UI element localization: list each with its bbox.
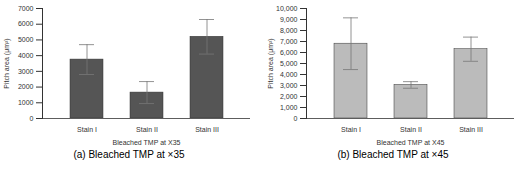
svg-text:9,000: 9,000: [280, 16, 298, 23]
svg-text:6000: 6000: [18, 20, 34, 27]
svg-text:0: 0: [30, 115, 34, 122]
svg-text:4,000: 4,000: [280, 71, 298, 78]
svg-text:7000: 7000: [18, 5, 34, 12]
svg-text:Stain III: Stain III: [195, 126, 219, 133]
svg-text:8,000: 8,000: [280, 27, 298, 34]
svg-text:2,000: 2,000: [280, 93, 298, 100]
svg-text:10,000: 10,000: [276, 5, 298, 12]
svg-text:Bleached TMP at X45: Bleached TMP at X45: [377, 139, 445, 146]
svg-text:3,000: 3,000: [280, 82, 298, 89]
html-text:(b) Bleached TMP at ×45: (b) Bleached TMP at ×45: [337, 149, 449, 160]
svg-text:0: 0: [294, 115, 298, 122]
svg-text:5000: 5000: [18, 36, 34, 43]
svg-text:4000: 4000: [18, 52, 34, 59]
svg-text:5,000: 5,000: [280, 60, 298, 67]
svg-text:1000: 1000: [18, 99, 34, 106]
svg-text:3000: 3000: [18, 68, 34, 75]
svg-text:Pitch area (μm²): Pitch area (μm²): [3, 38, 11, 88]
html-text:(a) Bleached TMP at ×35: (a) Bleached TMP at ×35: [73, 149, 185, 160]
svg-text:2000: 2000: [18, 83, 34, 90]
svg-text:Pitch area (μm²): Pitch area (μm²): [267, 38, 275, 88]
svg-text:Stain I: Stain I: [77, 126, 97, 133]
svg-text:Bleached TMP at X35: Bleached TMP at X35: [113, 139, 181, 146]
svg-text:Stain II: Stain II: [136, 126, 158, 133]
svg-text:Stain III: Stain III: [459, 126, 483, 133]
svg-text:6,000: 6,000: [280, 49, 298, 56]
svg-text:1,000: 1,000: [280, 104, 298, 111]
svg-text:Stain I: Stain I: [341, 126, 361, 133]
svg-text:Stain II: Stain II: [400, 126, 422, 133]
svg-text:7,000: 7,000: [280, 38, 298, 45]
